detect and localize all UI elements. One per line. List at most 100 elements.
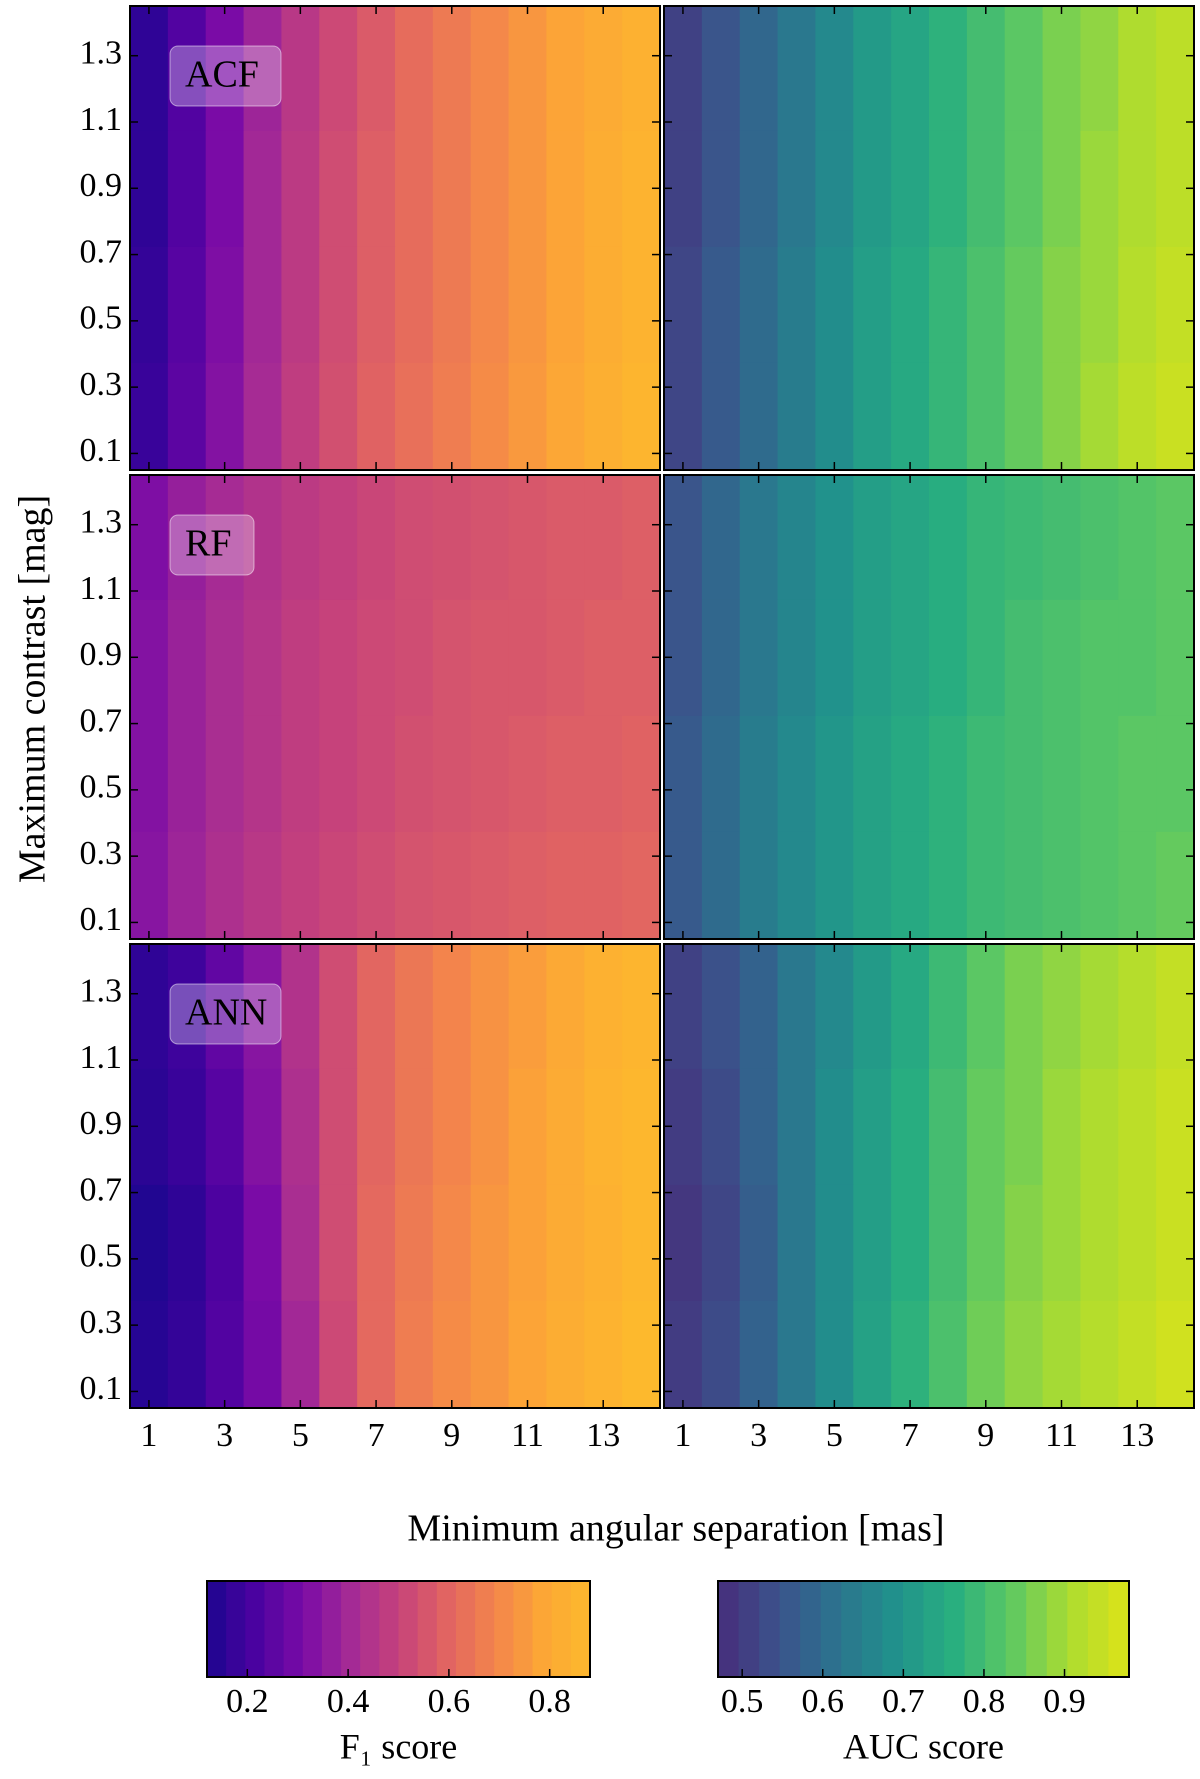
colorbar-tick-label: 0.7	[882, 1683, 925, 1720]
contour-cell	[508, 1300, 548, 1409]
contour-cell	[357, 944, 396, 1069]
contour-cell	[357, 1300, 396, 1409]
x-axis-label: Minimum angular separation [mas]	[407, 1508, 944, 1550]
contour-cell	[1004, 362, 1044, 471]
contour-cell	[622, 1184, 661, 1301]
contour-cell	[395, 475, 434, 600]
contour-cell	[584, 1184, 623, 1301]
panel	[129, 943, 661, 1409]
contour-cell	[432, 944, 472, 1069]
contour-cell	[130, 944, 169, 1069]
contour-cell	[319, 362, 358, 471]
contour-cell	[205, 715, 245, 832]
contour-cell	[508, 1068, 548, 1185]
contour-cell	[319, 6, 358, 131]
contour-cell	[546, 246, 585, 363]
contour-cell	[357, 130, 396, 247]
colorbar-band	[551, 1581, 572, 1677]
contour-cell	[1080, 1184, 1119, 1301]
colorbar-band	[1087, 1581, 1110, 1677]
contour-cell	[470, 599, 510, 716]
contour-cell	[1080, 1300, 1119, 1409]
contour-cell	[777, 475, 817, 600]
contour-cell	[1004, 1068, 1044, 1185]
contour-cell	[929, 1184, 968, 1301]
contour-cell	[1080, 831, 1119, 940]
contour-cell	[664, 475, 703, 600]
contour-cell	[891, 246, 930, 363]
y-tick-label: 0.5	[80, 300, 123, 337]
contour-cell	[130, 362, 169, 471]
contour-cell	[1004, 246, 1044, 363]
contour-cell	[853, 130, 892, 247]
y-tick-label: 0.7	[80, 702, 123, 739]
panel-label-box	[169, 45, 282, 107]
contour-cell	[167, 1184, 207, 1301]
contour-cell	[281, 715, 320, 832]
contour-cell	[1118, 715, 1157, 832]
contour-cell	[584, 1300, 623, 1409]
contour-cell	[622, 715, 661, 832]
contour-cell	[815, 246, 854, 363]
contour-cell	[701, 715, 741, 832]
colorbar-band	[944, 1581, 966, 1677]
colorbar-band	[360, 1581, 380, 1677]
contour-cell	[319, 475, 358, 600]
contour-cell	[1042, 831, 1082, 940]
contour-cell	[966, 1184, 1006, 1301]
x-tick-label: 3	[216, 1417, 233, 1454]
colorbar-label: F₁ score	[340, 1726, 458, 1766]
contour-cell	[205, 1068, 245, 1185]
y-tick-label: 1.3	[80, 973, 123, 1010]
contour-cell	[470, 831, 510, 940]
y-tick-label: 0.9	[80, 636, 123, 673]
y-tick-label: 0.3	[80, 835, 123, 872]
contour-cell	[1118, 944, 1157, 1069]
contour-cell	[701, 599, 741, 716]
contour-cell	[584, 1068, 623, 1185]
contour-cell	[205, 1184, 245, 1301]
contour-cell	[281, 475, 320, 600]
colorbar-band	[1108, 1581, 1130, 1677]
panel-label: ACF	[185, 54, 259, 96]
contour-cell	[584, 715, 623, 832]
contour-cell	[1156, 831, 1195, 940]
panel-label-box	[169, 983, 282, 1045]
y-tick-label: 0.1	[80, 1370, 123, 1407]
contour-cell	[1042, 475, 1082, 600]
colorbar-band	[923, 1581, 945, 1677]
contour-cell	[966, 475, 1006, 600]
contour-cell	[815, 1184, 854, 1301]
contour-cell	[664, 6, 703, 131]
colorbar-band	[1046, 1581, 1068, 1677]
contour-cell	[739, 715, 779, 832]
x-tick-label: 13	[586, 1417, 620, 1454]
contour-cell	[1156, 362, 1195, 471]
contour-cell	[243, 1300, 283, 1409]
contour-cell	[1080, 6, 1119, 131]
colorbar-band	[570, 1581, 591, 1677]
colorbar-band	[759, 1581, 781, 1677]
panel	[663, 5, 1195, 471]
contour-cell	[508, 6, 548, 131]
colorbar-band	[264, 1581, 285, 1677]
contour-cell	[432, 475, 472, 600]
colorbar-band	[398, 1581, 419, 1677]
contour-cell	[815, 831, 854, 940]
colorbar-band	[1026, 1581, 1048, 1677]
contour-cell	[1156, 1300, 1195, 1409]
contour-cell	[853, 599, 892, 716]
contour-cell	[966, 130, 1006, 247]
contour-cell	[281, 1184, 320, 1301]
contour-cell	[584, 944, 623, 1069]
contour-cell	[1042, 1300, 1082, 1409]
contour-cell	[584, 475, 623, 600]
y-tick-label: 1.1	[80, 101, 123, 138]
contour-cell	[508, 1184, 548, 1301]
contour-cell	[243, 715, 283, 832]
panel-frame	[663, 474, 1195, 940]
contour-cell	[739, 1300, 779, 1409]
contour-cell	[1080, 246, 1119, 363]
contour-cell	[205, 6, 245, 131]
contour-cell	[546, 1184, 585, 1301]
